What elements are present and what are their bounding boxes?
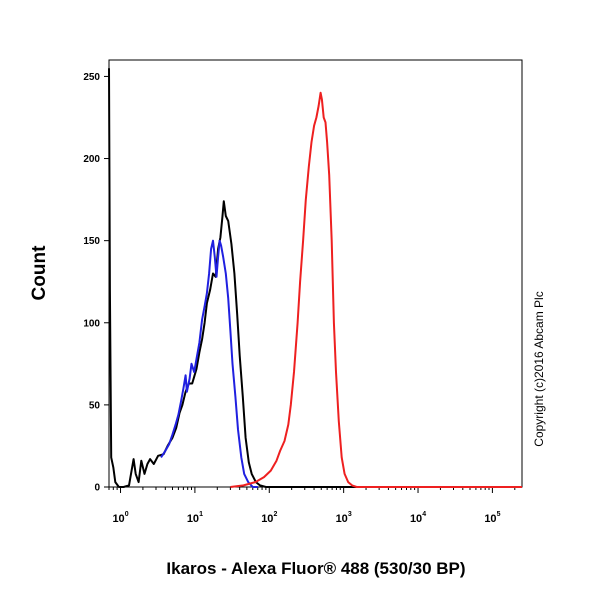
y-axis-label: Count (29, 245, 50, 301)
x-tick-label: 102 (261, 511, 277, 525)
y-tick-label: 200 (83, 154, 100, 165)
series-line-1 (108, 68, 522, 488)
y-tick-label: 50 (89, 400, 101, 411)
series-line-2 (160, 239, 258, 488)
y-tick-label: 100 (83, 318, 100, 329)
y-axis-ticks: 0 50 100 150 200 250 (83, 72, 109, 494)
x-tick-label: 105 (484, 511, 500, 525)
copyright-annotation: Copyright (c)2016 Abcam Plc (532, 291, 546, 446)
y-tick-label: 250 (83, 72, 100, 83)
x-axis-ticks: 100 101 102 103 104 105 (108, 487, 516, 525)
x-tick-label: 103 (336, 511, 352, 525)
series-line-3 (230, 91, 522, 488)
x-axis-label: Ikaros - Alexa Fluor® 488 (530/30 BP) (166, 559, 465, 578)
x-tick-label: 100 (112, 511, 128, 525)
x-tick-label: 101 (187, 511, 203, 525)
x-tick-label: 104 (410, 511, 426, 525)
series-layer (108, 68, 522, 488)
y-tick-label: 150 (83, 236, 100, 247)
y-tick-label: 0 (94, 483, 100, 494)
